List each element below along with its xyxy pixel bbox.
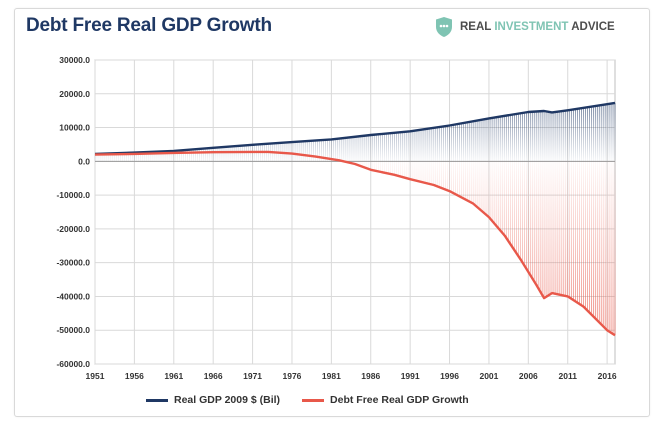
x-tick-label: 1981: [322, 371, 341, 381]
area-fills: [94, 102, 616, 336]
y-tick-label: -50000.0: [56, 325, 90, 335]
brand-logo: REAL INVESTMENT ADVICE: [434, 16, 615, 38]
x-axis: 1951 1956 1961 1966 1971 1976 1981 1986 1991 1996…: [86, 371, 617, 381]
legend-entry-real-gdp: Real GDP 2009 $ (Bil): [146, 394, 280, 406]
x-tick-label: 2006: [519, 371, 538, 381]
x-tick-label: 1951: [86, 371, 105, 381]
series-line-debt-free: [94, 150, 616, 337]
legend-label-debt-free: Debt Free Real GDP Growth: [330, 394, 469, 406]
legend: Real GDP 2009 $ (Bil) Debt Free Real GDP…: [146, 394, 469, 406]
y-tick-label: -10000.0: [56, 190, 90, 200]
series-lines: [94, 101, 616, 337]
y-tick-label: 30000.0: [59, 55, 90, 65]
x-tick-label: 1961: [164, 371, 183, 381]
x-tick-label: 1971: [243, 371, 262, 381]
legend-swatch-real-gdp: [146, 398, 168, 402]
legend-swatch-debt-free: [302, 398, 325, 402]
y-tick-label: -40000.0: [56, 291, 90, 301]
y-tick-label: -60000.0: [56, 359, 90, 369]
brand-word-real: REAL: [460, 21, 492, 33]
x-tick-label: 1956: [125, 371, 144, 381]
legend-entry-debt-free: Debt Free Real GDP Growth: [302, 394, 469, 406]
series-line-real-gdp: [94, 101, 616, 156]
y-axis: 30000.0 20000.0 10000.0 0.0 -10000.0 -20000.0…: [56, 55, 90, 369]
brand-word-advice: ADVICE: [571, 21, 615, 33]
x-tick-label: 2001: [479, 371, 498, 381]
chart-title: Debt Free Real GDP Growth: [26, 15, 272, 36]
x-tick-label: 1991: [401, 371, 420, 381]
x-tick-label: 2016: [598, 371, 617, 381]
x-tick-label: 1976: [283, 371, 302, 381]
y-tick-label: 20000.0: [59, 89, 90, 99]
x-tick-label: 1986: [361, 371, 380, 381]
shield-icon: [436, 17, 452, 37]
plot-border: [94, 59, 616, 365]
grid-lines: [94, 59, 616, 365]
x-tick-label: 1996: [440, 371, 459, 381]
x-tick-label: 1966: [204, 371, 223, 381]
legend-label-real-gdp: Real GDP 2009 $ (Bil): [174, 394, 281, 406]
x-tick-label: 2011: [559, 371, 578, 381]
y-tick-label: -30000.0: [56, 258, 90, 268]
y-tick-label: 10000.0: [59, 123, 90, 133]
y-tick-label: -20000.0: [56, 224, 90, 234]
brand-word-investment: INVESTMENT: [494, 21, 569, 33]
y-tick-label: 0.0: [78, 156, 90, 166]
